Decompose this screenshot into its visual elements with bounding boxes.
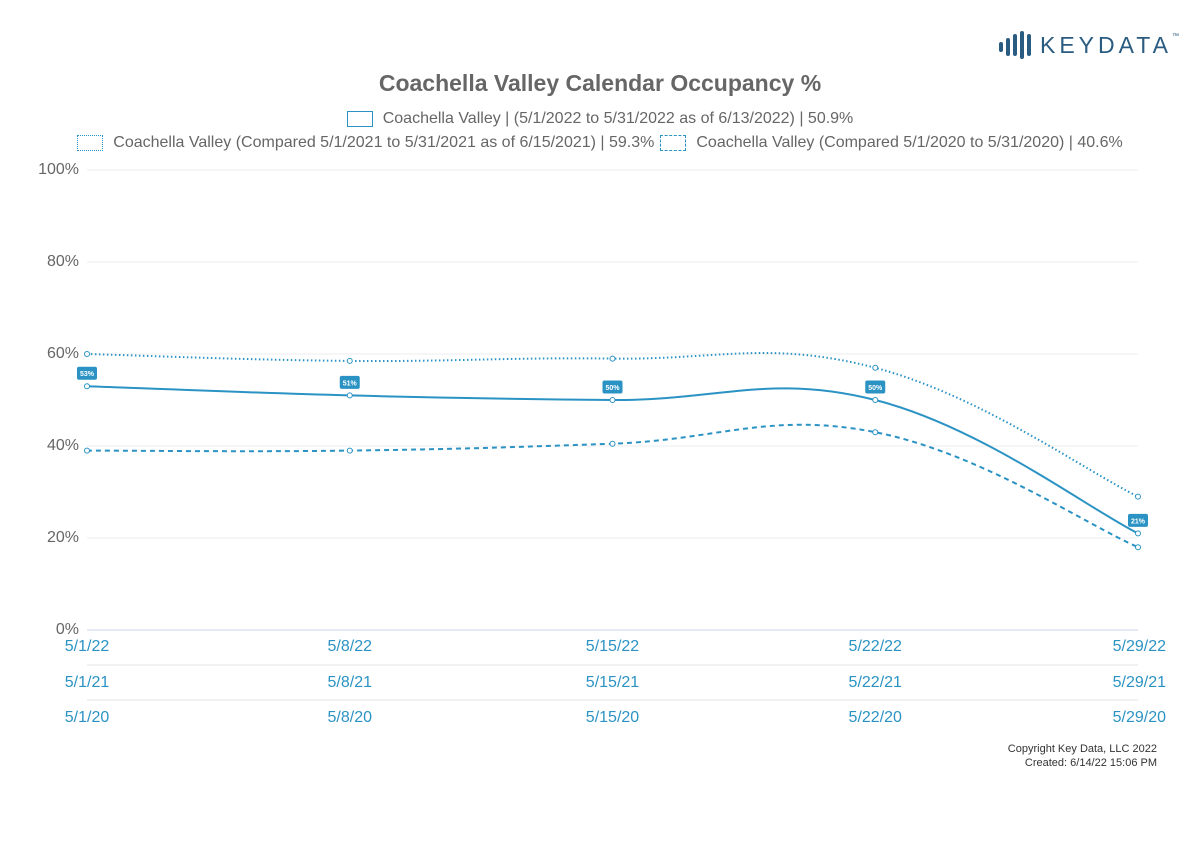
- data-label: 50%: [605, 385, 620, 392]
- x-tick-label: 5/22/21: [849, 674, 902, 691]
- logo-trademark: ™: [1171, 32, 1179, 40]
- data-point-dotted: [346, 357, 353, 364]
- data-point-dashed: [609, 440, 616, 447]
- data-label-box: [865, 380, 886, 394]
- keydata-logo-icon: [999, 31, 1031, 59]
- data-label-box: [602, 380, 623, 394]
- logo-text: KEYDATA: [1040, 31, 1172, 58]
- y-tick-label: 100%: [38, 161, 79, 178]
- data-label: 50%: [868, 385, 883, 392]
- data-point-dashed: [872, 429, 879, 436]
- legend-row-2: Coachella Valley (Compared 5/1/2021 to 5…: [0, 134, 1200, 152]
- data-point-solid: [346, 392, 353, 399]
- y-tick-label: 40%: [47, 437, 79, 454]
- data-point-solid: [1135, 530, 1141, 537]
- data-label-box: [339, 375, 360, 389]
- footer: Copyright Key Data, LLC 2022 Created: 6/…: [1008, 742, 1157, 770]
- x-tick-label: 5/22/20: [849, 709, 902, 726]
- data-point-dotted: [84, 351, 90, 357]
- x-tick-label: 5/1/20: [65, 709, 110, 726]
- x-tick-label: 5/1/22: [65, 638, 110, 655]
- chart-title: Coachella Valley Calendar Occupancy %: [378, 70, 822, 96]
- y-tick-label: 60%: [47, 345, 79, 362]
- data-point-dotted: [1135, 493, 1141, 500]
- data-label: 53%: [80, 371, 95, 378]
- data-label: 21%: [1131, 518, 1146, 525]
- x-tick-label: 5/1/21: [65, 674, 110, 691]
- x-tick-label: 5/29/20: [1113, 709, 1166, 726]
- data-point-dotted: [872, 364, 879, 371]
- data-point-dotted: [609, 355, 616, 362]
- y-tick-label: 0%: [56, 621, 79, 638]
- data-label: 51%: [343, 380, 358, 387]
- footer-created: Created: 6/14/22 15:06 PM: [1024, 757, 1157, 769]
- x-tick-label: 5/8/20: [328, 709, 373, 726]
- legend-swatch-dashed: [660, 135, 687, 151]
- legend-label-2020: Coachella Valley (Compared 5/1/2020 to 5…: [696, 134, 1123, 151]
- x-tick-label: 5/15/20: [586, 709, 639, 726]
- legend-item-2020[interactable]: Coachella Valley (Compared 5/1/2020 to 5…: [660, 134, 1123, 152]
- legend-swatch-solid: [346, 111, 373, 127]
- legend-item-2021[interactable]: Coachella Valley (Compared 5/1/2021 to 5…: [77, 134, 654, 152]
- data-point-solid: [872, 397, 879, 403]
- data-label-box: [1128, 513, 1148, 527]
- data-point-dashed: [346, 447, 353, 454]
- legend-item-2022[interactable]: Coachella Valley | (5/1/2022 to 5/31/202…: [346, 110, 854, 128]
- x-tick-label: 5/8/21: [328, 674, 373, 691]
- x-tick-label: 5/29/22: [1113, 638, 1166, 655]
- data-point-dashed: [84, 447, 90, 454]
- legend-label-2022: Coachella Valley | (5/1/2022 to 5/31/202…: [382, 110, 854, 127]
- data-point-solid: [84, 383, 90, 390]
- x-tick-label: 5/8/22: [328, 638, 373, 655]
- legend-label-2021: Coachella Valley (Compared 5/1/2021 to 5…: [113, 134, 655, 151]
- series-line-solid: [86, 385, 1139, 535]
- legend-swatch-dotted: [77, 135, 104, 151]
- keydata-logo: KEYDATA ™: [998, 30, 1179, 60]
- legend-row-1: Coachella Valley | (5/1/2022 to 5/31/202…: [0, 110, 1200, 128]
- y-tick-label: 20%: [47, 529, 79, 546]
- x-tick-label: 5/22/22: [849, 638, 902, 655]
- x-tick-label: 5/15/21: [586, 674, 639, 691]
- data-point-dashed: [1135, 544, 1141, 551]
- x-tick-label: 5/29/21: [1113, 674, 1166, 691]
- series-line-dotted: [86, 352, 1139, 498]
- data-point-solid: [609, 397, 616, 403]
- data-label-box: [77, 366, 97, 380]
- y-tick-label: 80%: [47, 253, 79, 270]
- footer-copyright: Copyright Key Data, LLC 2022: [1007, 743, 1157, 755]
- x-tick-label: 5/15/22: [586, 638, 639, 655]
